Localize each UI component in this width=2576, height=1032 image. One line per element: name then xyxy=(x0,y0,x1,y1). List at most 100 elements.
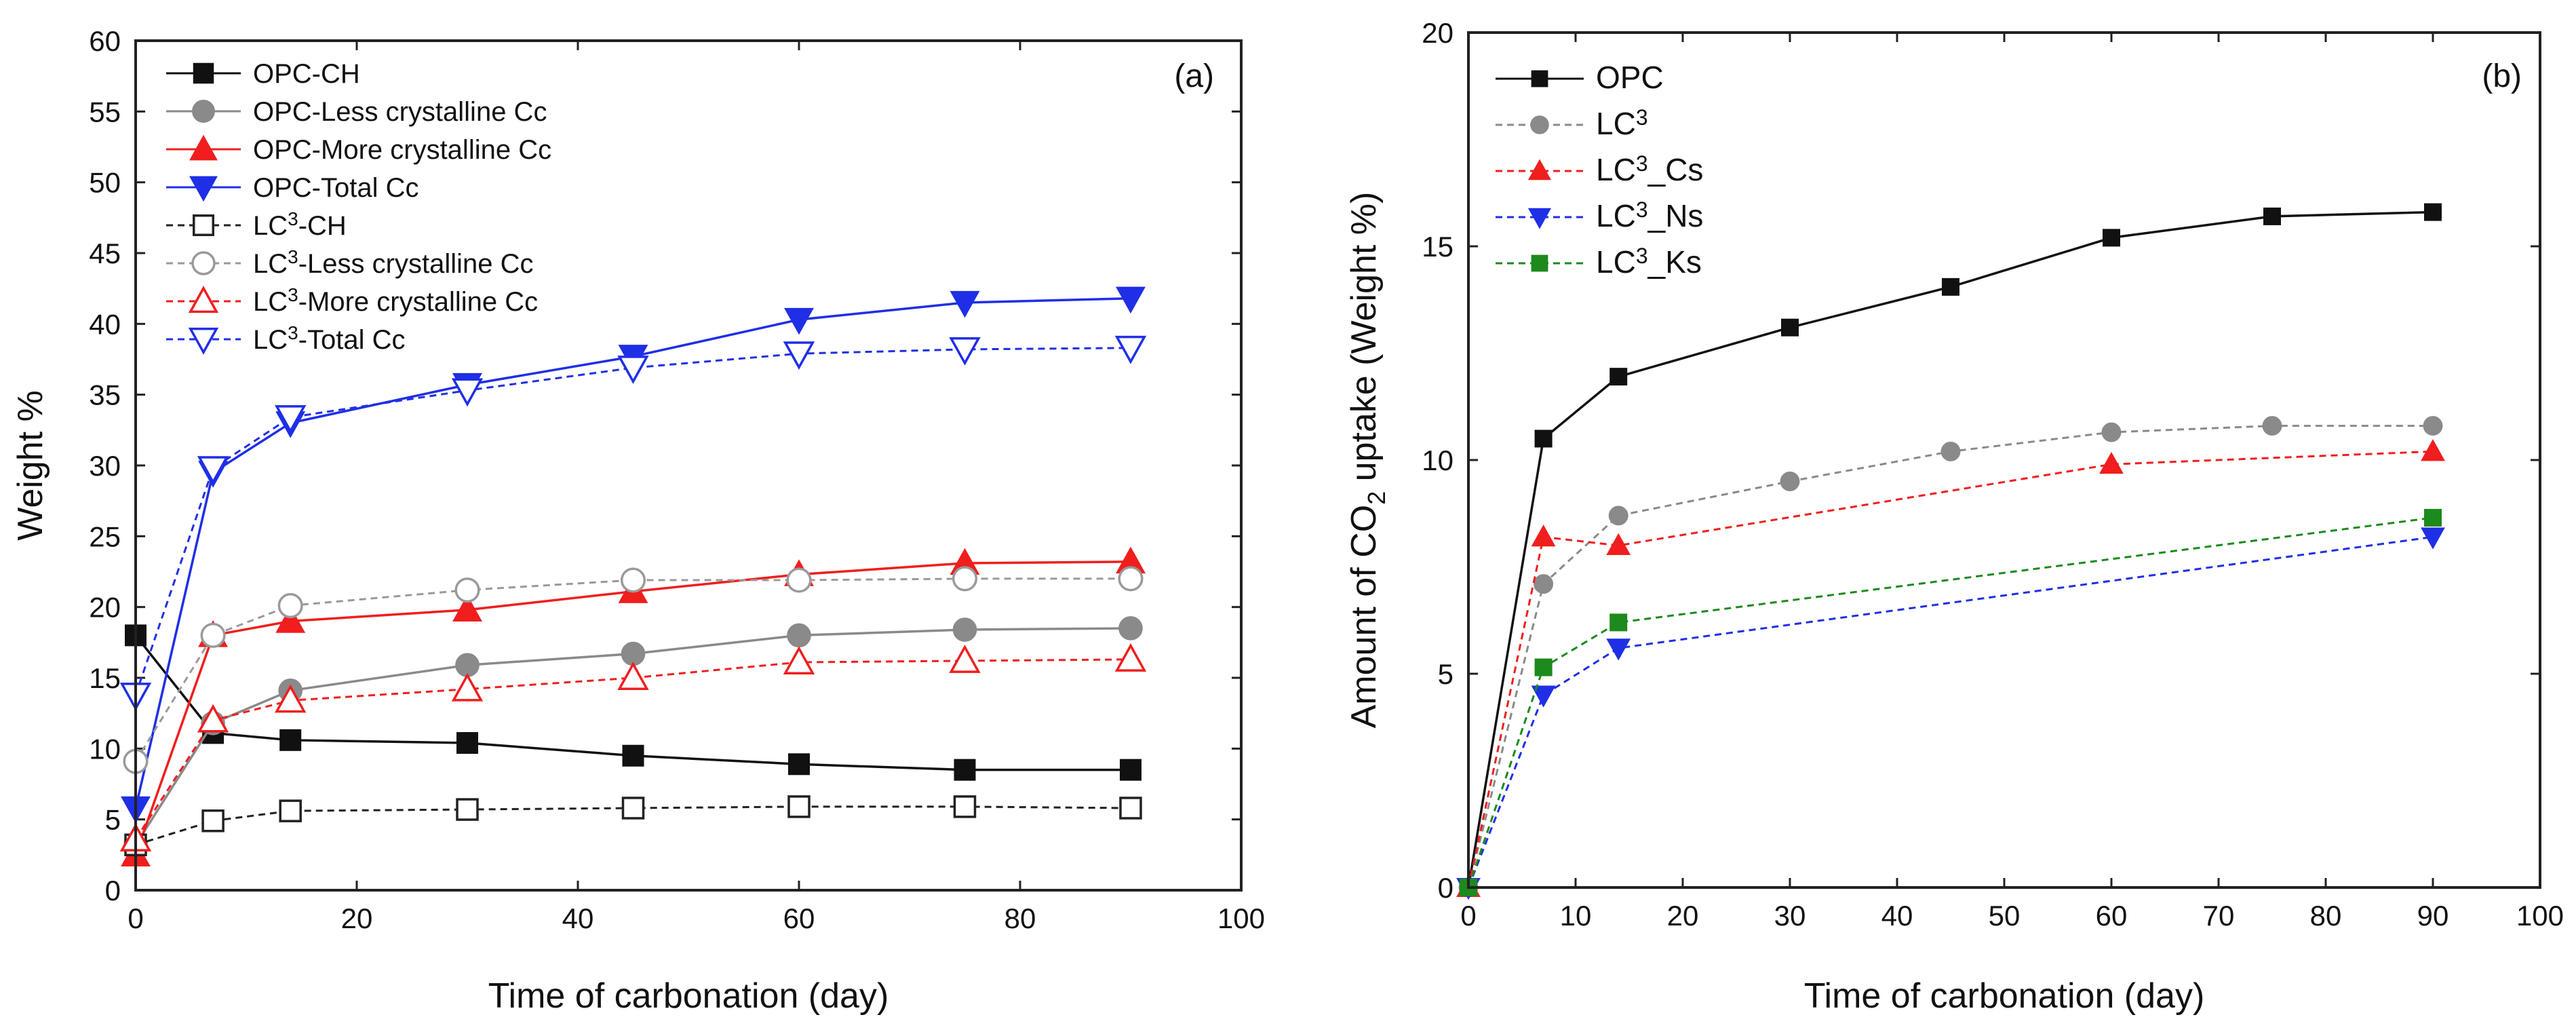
panel-b-legend-label: LC3_Ns xyxy=(1596,197,1703,233)
panel-b-data-point xyxy=(1606,533,1631,555)
panel-a-legend-label-sup: 3 xyxy=(288,208,298,229)
panel-b-x-axis-title: Time of carbonation (day) xyxy=(1804,976,2205,1016)
panel-b-ticks: 0 10 20 30 40 50 60 70 80 90 100 0 5 10 15 20 xyxy=(1422,17,2564,932)
panel-a-data-point xyxy=(1118,616,1143,641)
panel-a-legend-item: OPC-More crystalline Cc xyxy=(166,134,551,165)
panel-a-y-tick-label: 30 xyxy=(89,450,121,482)
panel-b-legend-label-main: LC xyxy=(1596,244,1636,280)
panel-a-x-tick-label: 40 xyxy=(562,902,594,934)
panel-a-data-point xyxy=(201,809,225,833)
panel-a-legend-marker xyxy=(189,176,218,202)
panel-a-data-point xyxy=(274,684,307,713)
panel-b-x-tick-label: 80 xyxy=(2310,900,2342,932)
panel-a-legend-item: LC3-Less crystalline Cc xyxy=(166,246,533,279)
panel-a-series-4 xyxy=(124,795,1142,856)
panel-b-legend-label-sup: 3 xyxy=(1636,105,1648,130)
panel-b-data-point xyxy=(2099,452,2124,474)
panel-a-data-point xyxy=(197,704,229,733)
chart-panel-a: 0 20 40 60 80 100 0 5 10 15 20 25 30 35 40 45 50 55 60 (a)… xyxy=(11,25,1265,1016)
panel-a-legend-label-sup: 3 xyxy=(288,246,298,267)
panel-a-data-point xyxy=(279,729,302,751)
panel-a-legend-item: LC3-Total Cc xyxy=(166,322,406,355)
panel-a-legend-label: OPC-Less crystalline Cc xyxy=(253,97,547,127)
panel-a-data-point xyxy=(953,795,977,818)
panel-a-data-point xyxy=(787,623,811,648)
panel-b-data-point xyxy=(2101,422,2122,442)
panel-a-legend-label-main: LC xyxy=(253,211,288,241)
panel-a-data-point xyxy=(950,290,980,318)
panel-b-data-point xyxy=(1534,574,1554,594)
panel-a-data-point xyxy=(617,662,649,690)
panel-a-data-point xyxy=(1119,797,1142,820)
panel-b-x-tick-label: 60 xyxy=(2096,900,2128,932)
panel-b-data-point xyxy=(1609,368,1628,386)
panel-a-y-tick-label: 55 xyxy=(89,96,121,128)
panel-a-legend-label-main: LC xyxy=(253,287,288,317)
panel-a-data-point xyxy=(784,307,814,335)
panel-a-legend-label: OPC-Total Cc xyxy=(253,173,419,203)
panel-a-legend-marker xyxy=(191,251,216,275)
panel-a-y-tick-label: 20 xyxy=(89,592,121,624)
panel-a-data-point xyxy=(954,759,976,781)
panel-b-y-tick-label: 15 xyxy=(1422,231,1453,263)
panel-a-x-axis-title: Time of carbonation (day) xyxy=(488,976,889,1016)
panel-b-legend-label-rest: _Cs xyxy=(1647,152,1704,187)
panel-a-legend-marker xyxy=(192,100,215,123)
panel-b-legend-label-rest: _Ns xyxy=(1647,198,1704,233)
panel-a-data-point xyxy=(1114,643,1147,672)
panel-a-legend-label-rest: -CH xyxy=(298,211,347,241)
panel-a-data-point xyxy=(456,798,479,821)
panel-b-series-2 xyxy=(1456,439,2445,897)
panel-b-data-point xyxy=(2263,207,2281,225)
panel-a-data-point xyxy=(788,753,810,776)
panel-a-y-axis-title: Weight % xyxy=(11,390,50,541)
panel-a-legend-label: LC3-Less crystalline Cc xyxy=(253,246,533,279)
panel-a-series xyxy=(119,286,1147,867)
panel-a-y-tick-label: 35 xyxy=(89,379,121,411)
panel-b-legend-label-main: OPC xyxy=(1596,60,1664,95)
panel-b-data-point xyxy=(2424,509,2442,527)
panel-b-x-tick-label: 70 xyxy=(2203,900,2235,932)
panel-a-y-tick-label: 45 xyxy=(89,237,121,269)
panel-b-x-tick-label: 100 xyxy=(2516,900,2564,932)
panel-a-legend-label: OPC-More crystalline Cc xyxy=(253,135,551,165)
panel-b-data-point xyxy=(1780,472,1800,491)
panel-b-legend-marker xyxy=(1527,159,1552,180)
panel-a-legend-marker xyxy=(193,62,214,84)
panel-b-y-axis-title-rest: uptake (Weight %) xyxy=(1344,192,1384,491)
panel-a-data-point xyxy=(277,593,303,619)
panel-a-data-point xyxy=(451,378,484,407)
panel-b-y-tick-label: 0 xyxy=(1438,872,1453,904)
panel-a-data-point xyxy=(1114,335,1147,364)
panel-b-legend-item: OPC xyxy=(1496,60,1664,95)
panel-a-legend-label-main: OPC-CH xyxy=(253,59,360,89)
panel-a-legend-label-sup: 3 xyxy=(288,284,298,305)
panel-a-legend-label: LC3-CH xyxy=(253,208,347,241)
panel-a-series-6 xyxy=(119,643,1147,852)
panel-a-data-point xyxy=(617,356,649,384)
panel-a-legend-item: LC3-CH xyxy=(166,208,347,241)
panel-a-x-tick-label: 60 xyxy=(783,902,815,934)
panel-b-series-0 xyxy=(1460,203,2442,896)
panel-a-y-tick-label: 50 xyxy=(89,167,121,199)
panel-a-x-tick-label: 80 xyxy=(1004,902,1036,934)
panel-a-data-point xyxy=(783,341,815,370)
panel-a-data-point xyxy=(1120,759,1141,781)
panel-a-legend-marker xyxy=(188,286,219,313)
panel-a-data-point xyxy=(454,577,480,603)
panel-a-legend-label-sup: 3 xyxy=(288,322,298,343)
panel-b-data-point xyxy=(1531,685,1556,708)
panel-b-data-point xyxy=(2262,416,2282,436)
panel-b-legend-item: LC3_Ks xyxy=(1496,244,1702,280)
panel-b-data-point xyxy=(1534,429,1553,448)
panel-b-series-line xyxy=(1467,210,2434,888)
panel-b-legend-marker xyxy=(1531,254,1548,272)
panel-a-data-point xyxy=(952,566,978,592)
panel-a-series-7 xyxy=(119,335,1147,711)
panel-a-legend-marker xyxy=(188,327,219,355)
panel-b-legend-marker xyxy=(1530,115,1549,134)
panel-a-legend-marker xyxy=(189,134,218,161)
panel-a-data-point xyxy=(620,567,646,593)
